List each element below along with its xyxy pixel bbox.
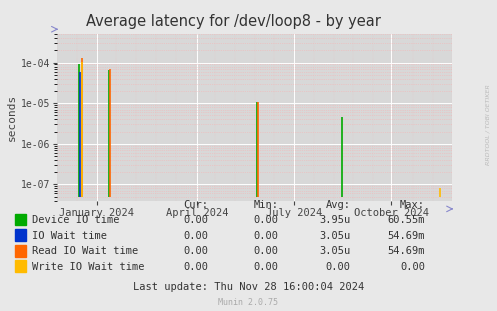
Text: 0.00: 0.00 [184,262,209,272]
Text: 0.00: 0.00 [184,231,209,241]
Text: 54.69m: 54.69m [388,231,425,241]
Text: 60.55m: 60.55m [388,215,425,225]
Text: 0.00: 0.00 [400,262,425,272]
Text: 0.00: 0.00 [253,246,278,256]
Text: Max:: Max: [400,200,425,210]
Text: Write IO Wait time: Write IO Wait time [32,262,144,272]
Text: 0.00: 0.00 [184,246,209,256]
Text: 0.00: 0.00 [253,215,278,225]
Text: Device IO time: Device IO time [32,215,119,225]
Text: IO Wait time: IO Wait time [32,231,107,241]
Text: Read IO Wait time: Read IO Wait time [32,246,138,256]
Text: Last update: Thu Nov 28 16:00:04 2024: Last update: Thu Nov 28 16:00:04 2024 [133,282,364,292]
Text: 3.05u: 3.05u [319,231,350,241]
Text: RRDTOOL / TOBI OETIKER: RRDTOOL / TOBI OETIKER [486,84,491,165]
Y-axis label: seconds: seconds [6,94,17,141]
Text: Cur:: Cur: [184,200,209,210]
Text: 0.00: 0.00 [326,262,350,272]
Text: 3.05u: 3.05u [319,246,350,256]
Text: Munin 2.0.75: Munin 2.0.75 [219,298,278,307]
Text: 3.95u: 3.95u [319,215,350,225]
Text: Min:: Min: [253,200,278,210]
Text: 0.00: 0.00 [253,262,278,272]
Text: 54.69m: 54.69m [388,246,425,256]
Text: 0.00: 0.00 [184,215,209,225]
Text: Average latency for /dev/loop8 - by year: Average latency for /dev/loop8 - by year [86,14,381,29]
Text: Avg:: Avg: [326,200,350,210]
Text: 0.00: 0.00 [253,231,278,241]
